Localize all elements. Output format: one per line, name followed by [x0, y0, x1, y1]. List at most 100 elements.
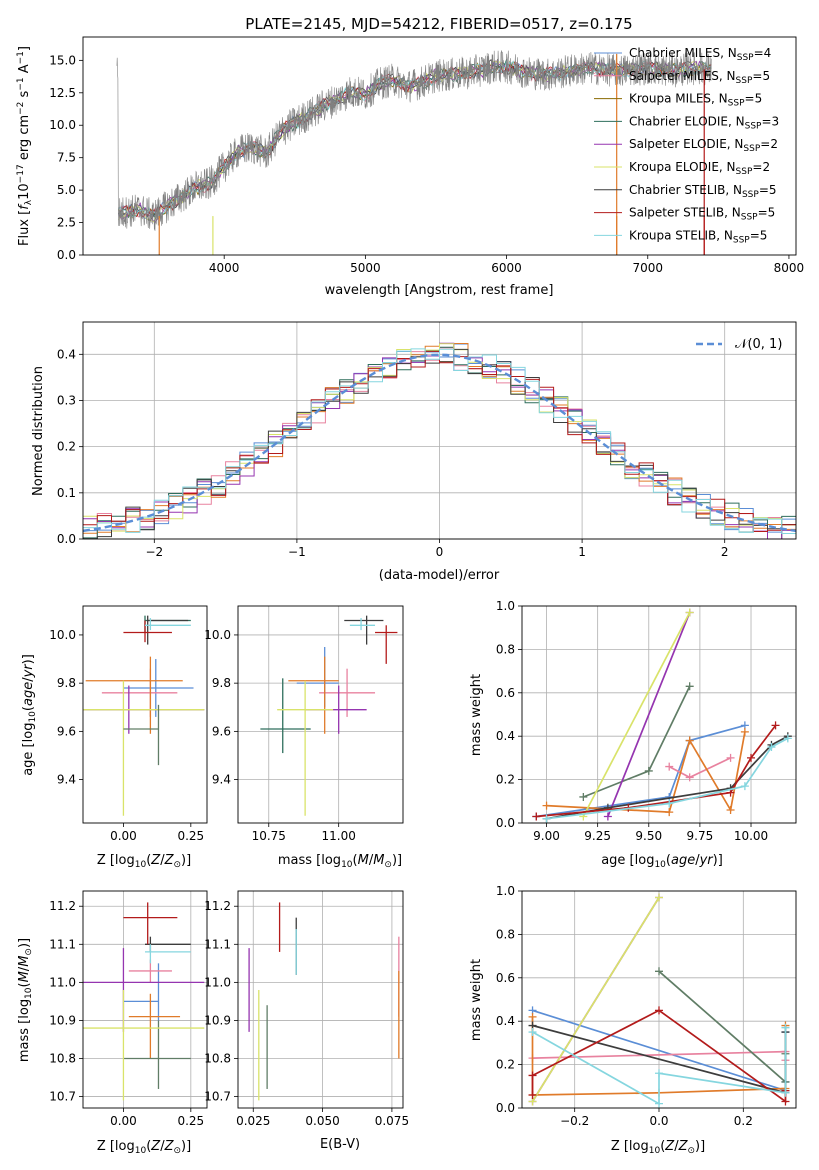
y-tick-label: 0.2 [496, 1058, 515, 1072]
weight-point [726, 805, 735, 814]
marks [528, 893, 790, 1108]
age-vs-metallicity-panel: 0.00 0.25 9.4 9.6 9.8 10.0 Z [log10(Z/Z⊙)] ag… [21, 605, 208, 870]
weight-line [607, 612, 691, 817]
histogram-step [83, 348, 796, 534]
legend-label: Salpeter STELIB, NSSP=5 [629, 206, 775, 223]
y-tick-label: 0.4 [496, 1014, 515, 1028]
spectrum-title: PLATE=2145, MJD=54212, FIBERID=0517, z=0… [245, 15, 632, 33]
weight-point [767, 743, 776, 752]
weight-point [740, 782, 749, 791]
y-tick-label: 10.0 [49, 628, 76, 642]
weight-vs-age-plot-area: 9.00 9.25 9.50 9.75 10.00 0.0 0.2 0.4 0.6 0.8 1.0 [496, 599, 797, 843]
x-tick-label: 10.00 [734, 829, 768, 843]
weight-point [532, 812, 541, 821]
weight-point [644, 766, 653, 775]
weight-point [542, 801, 551, 810]
y-tick-label: 0.0 [57, 532, 76, 546]
spectrum-ylabel: Flux [fλ10−17 erg cm−2 s−1 A−1] [16, 46, 34, 246]
y-tick-label: 1.0 [496, 599, 515, 613]
weight-point [528, 1090, 537, 1099]
weight-line [546, 737, 789, 820]
y-tick-label: 12.5 [49, 86, 76, 100]
legend-label: Chabrier STELIB, NSSP=5 [629, 183, 777, 200]
y-tick-label: 11.0 [49, 975, 76, 989]
y-tick-label: 2.5 [57, 216, 76, 230]
weight-point [726, 753, 735, 762]
y-tick-label: 11.2 [204, 899, 231, 913]
data-spectrum-line [116, 50, 712, 231]
axes-frame [82, 605, 208, 824]
x-tick-label: 0.0 [649, 1114, 668, 1128]
axes-frame [82, 890, 208, 1109]
weight-vs-metallicity-ylabel: mass weight [469, 959, 484, 1041]
y-tick-label: 0.0 [496, 1101, 515, 1115]
age-vs-metallicity-xlabel: Z [log10(Z/Z⊙)] [97, 853, 191, 870]
y-tick-label: 0.1 [57, 486, 76, 500]
age-vs-metallicity-ylabel: age [log10(age/yr)] [21, 654, 38, 776]
weight-vs-metallicity-panel: −0.2 0.0 0.2 0.0 0.2 0.4 0.6 0.8 1.0 Z [log10(Z/… [469, 884, 797, 1156]
mass-vs-ebv-panel: 0.025 0.050 0.07510.710.810.911.011.111.2 … [204, 890, 409, 1152]
x-tick-label: 9.75 [687, 829, 714, 843]
weight-point [528, 1071, 537, 1080]
grid [238, 891, 403, 1108]
legend-label: Chabrier MILES, NSSP=4 [629, 46, 771, 63]
weight-point [685, 608, 694, 617]
age-vs-metallicity-plot-area: 0.00 0.25 9.4 9.6 9.8 10.0 [49, 605, 208, 843]
y-tick-label: 9.8 [57, 676, 76, 690]
x-tick-label: 0.25 [177, 829, 204, 843]
weight-line [582, 685, 691, 798]
weight-point [603, 812, 612, 821]
weight-line [536, 724, 777, 818]
weight-vs-age-panel: 9.00 9.25 9.50 9.75 10.000.00.20.40.60.81.0 … [469, 599, 797, 870]
weight-point [655, 967, 663, 976]
normal-curve [83, 353, 796, 533]
y-tick-label: 0.6 [496, 971, 515, 985]
x-tick-label: 5000 [350, 261, 381, 275]
weight-point [579, 792, 588, 801]
axes-frame [82, 321, 797, 540]
marks [260, 615, 398, 816]
weight-line [582, 612, 691, 817]
y-tick-label: 0.8 [496, 927, 515, 941]
weight-point [655, 893, 663, 902]
weight-point [740, 727, 749, 736]
y-tick-label: 0.0 [496, 816, 515, 830]
spectrum-xlabel: wavelength [Angstrom, rest frame] [325, 283, 554, 298]
spectrum-legend: Chabrier MILES, NSSP=4 Salpeter MILES, NS… [594, 46, 779, 245]
residuals-ylabel: Normed distribution [31, 366, 46, 496]
weight-point [528, 1012, 537, 1021]
x-tick-label: 1 [578, 545, 586, 559]
marks [83, 342, 796, 539]
legend-label: Kroupa ELODIE, NSSP=2 [629, 160, 770, 177]
axes-frame [237, 605, 404, 824]
mass-vs-metallicity-ylabel: mass [log10(M/M⊙)] [17, 938, 34, 1062]
y-tick-label: 10.8 [49, 1052, 76, 1066]
weight-point [665, 799, 674, 808]
weight-vs-age-xlabel: age [log10(age/yr)] [601, 853, 723, 870]
weight-point [528, 1028, 537, 1037]
y-tick-label: 1.0 [496, 884, 515, 898]
x-tick-label: 6000 [491, 261, 522, 275]
weight-point [771, 721, 780, 730]
y-tick-label: 11.2 [49, 899, 76, 913]
weight-point [685, 736, 694, 745]
marks [83, 615, 205, 816]
x-tick-label: 4000 [209, 261, 240, 275]
legend-label: Kroupa STELIB, NSSP=5 [629, 228, 767, 245]
age-vs-mass-plot-area: 10.75 11.00 9.4 9.6 9.8 10.0 [204, 605, 404, 843]
x-tick-label: 11.00 [321, 829, 355, 843]
model-line [118, 61, 712, 219]
x-tick-label: 9.25 [584, 829, 611, 843]
y-tick-label: 11.1 [204, 937, 231, 951]
grid [238, 606, 403, 823]
x-tick-label: 2 [721, 545, 729, 559]
weight-point [783, 734, 792, 743]
x-tick-label: 0.00 [110, 1114, 137, 1128]
y-tick-label: 10.8 [204, 1052, 231, 1066]
x-tick-label: 0 [436, 545, 444, 559]
axes-frame [521, 890, 797, 1109]
x-tick-label: 8000 [774, 261, 805, 275]
y-tick-label: 10.0 [204, 628, 231, 642]
legend-label: Salpeter MILES, NSSP=5 [629, 69, 770, 86]
x-tick-label: 10.75 [252, 829, 286, 843]
